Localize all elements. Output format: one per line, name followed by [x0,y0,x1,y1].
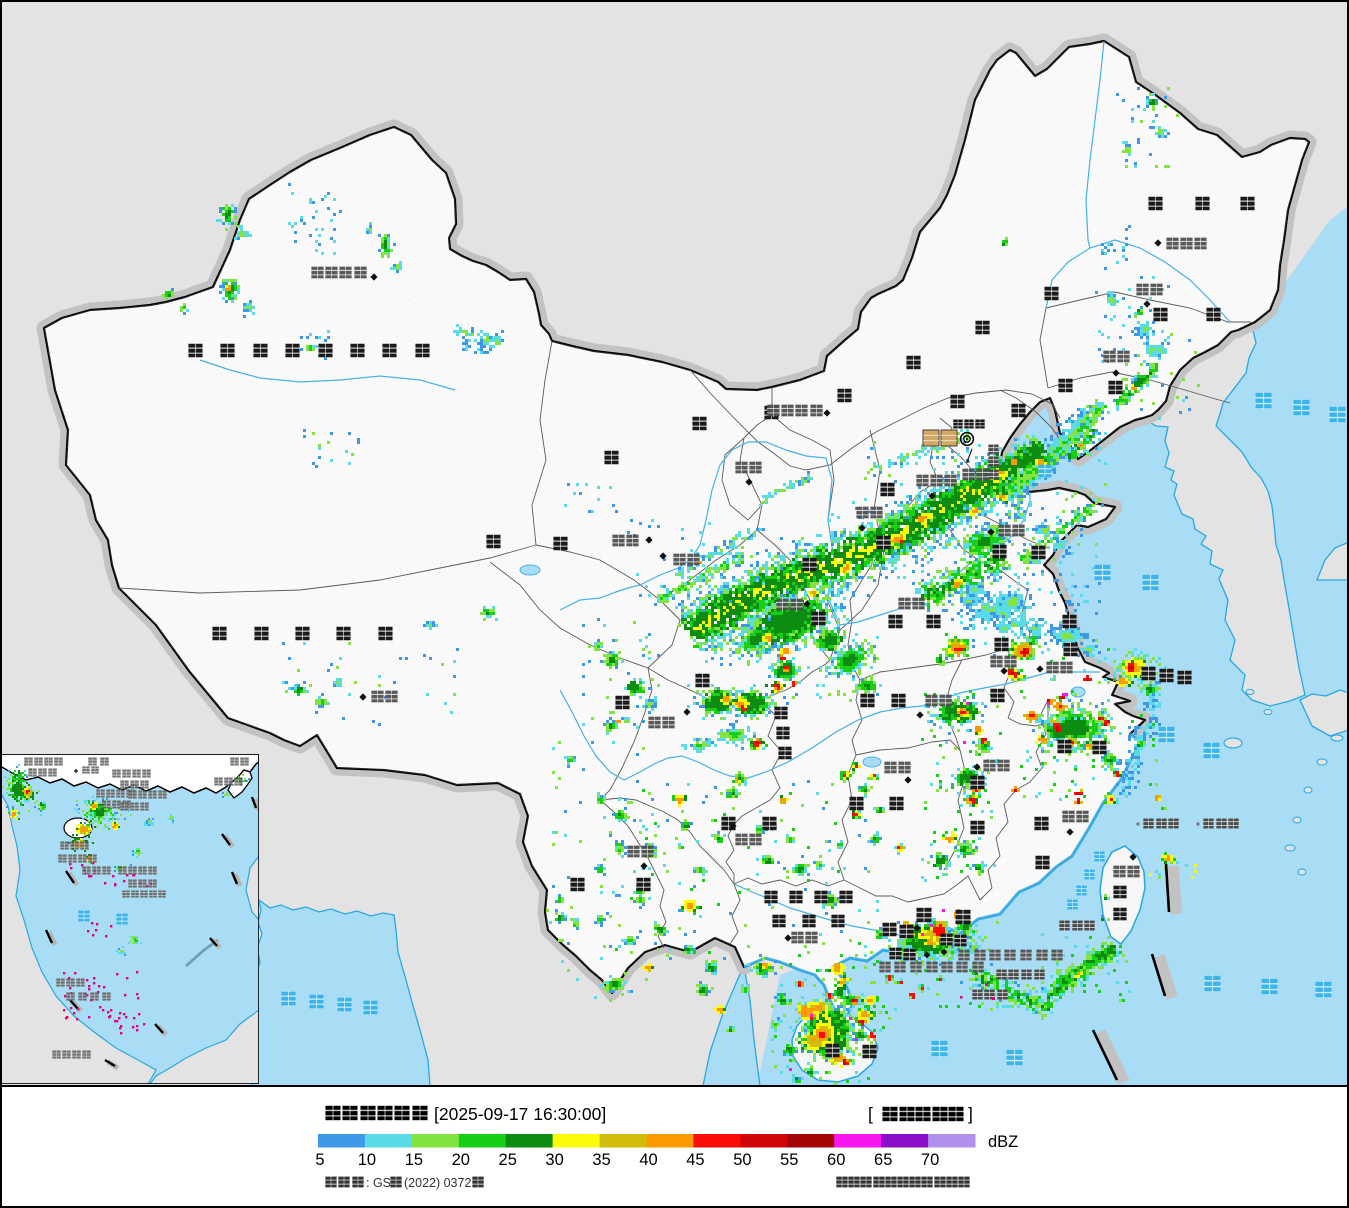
svg-text:40: 40 [639,1151,657,1169]
svg-text:[: [ [868,1104,873,1124]
svg-text:[2025-09-17 16:30:00]: [2025-09-17 16:30:00] [434,1104,606,1124]
svg-text:70: 70 [921,1151,939,1169]
svg-text:5: 5 [315,1151,324,1169]
svg-text:35: 35 [592,1151,610,1169]
svg-text:55: 55 [780,1151,798,1169]
svg-text:50: 50 [733,1151,751,1169]
svg-text:15: 15 [405,1151,423,1169]
svg-text:: GS: : GS [366,1176,391,1190]
svg-text:30: 30 [545,1151,563,1169]
svg-text:(2022) 0372: (2022) 0372 [404,1176,471,1190]
svg-text:10: 10 [358,1151,376,1169]
svg-text:25: 25 [499,1151,517,1169]
svg-text:20: 20 [452,1151,470,1169]
svg-text:45: 45 [686,1151,704,1169]
svg-text:dBZ: dBZ [988,1133,1018,1151]
svg-text:65: 65 [874,1151,892,1169]
svg-text:]: ] [968,1104,973,1124]
svg-text:60: 60 [827,1151,845,1169]
